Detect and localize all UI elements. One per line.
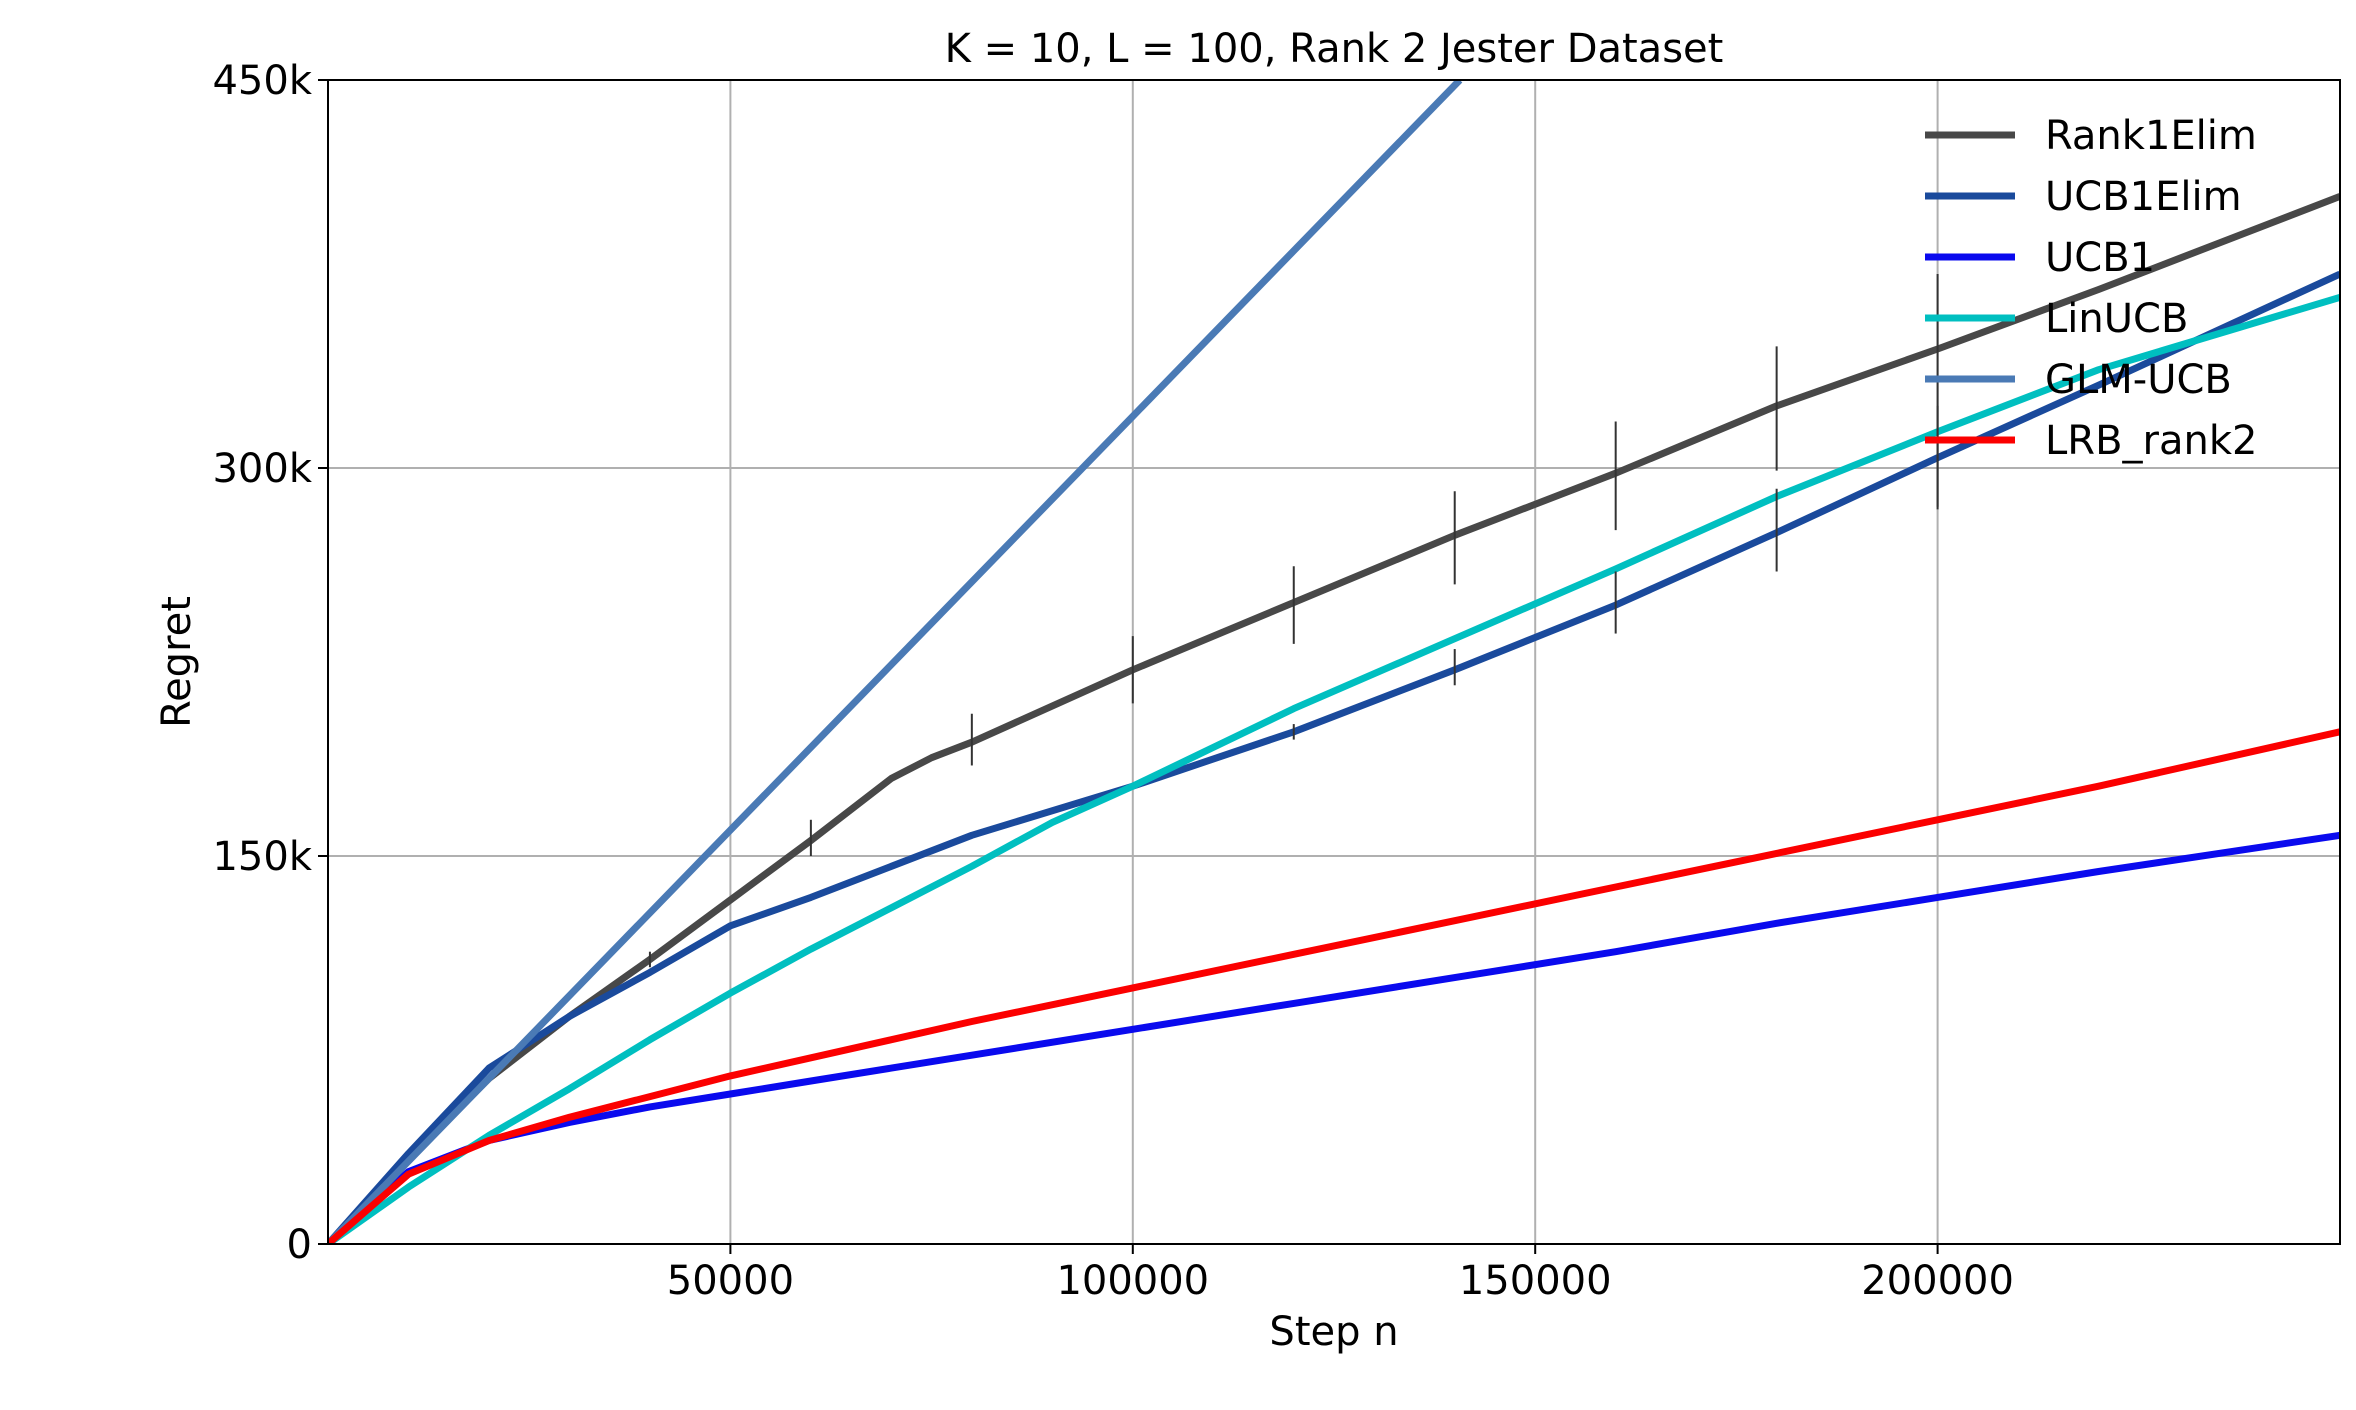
x-tick-label-0: 50000 <box>667 1258 794 1304</box>
x-tick-label-2: 150000 <box>1459 1258 1612 1304</box>
legend-label-1: UCB1Elim <box>2045 174 2242 220</box>
series-line-lrb-rank2 <box>328 728 2340 1244</box>
chart-title: K = 10, L = 100, Rank 2 Jester Dataset <box>945 26 1724 72</box>
legend-label-5: LRB_rank2 <box>2045 418 2257 464</box>
plot-frame <box>327 79 2341 1245</box>
series-line-ucb1elim <box>328 270 2340 1244</box>
axes: 50000 100000 150000 200000 0 150k 300k 450k <box>212 58 2013 1304</box>
y-tick-label-2: 300k <box>212 446 312 492</box>
y-tick-label-0: 0 <box>287 1222 312 1268</box>
y-axis-label: Regret <box>154 596 200 728</box>
x-axis-label: Step n <box>1269 1309 1398 1355</box>
legend-label-0: Rank1Elim <box>2045 113 2257 159</box>
legend-label-2: UCB1 <box>2045 235 2155 281</box>
series-line-rank1elim <box>328 193 2340 1244</box>
plot-area <box>328 80 2340 1244</box>
grid <box>328 80 2340 1244</box>
legend-label-4: GLM-UCB <box>2045 357 2232 403</box>
x-tick-label-1: 100000 <box>1056 1258 1209 1304</box>
legend-label-3: LinUCB <box>2045 296 2188 342</box>
x-tick-label-3: 200000 <box>1861 1258 2014 1304</box>
y-tick-label-3: 450k <box>212 58 312 104</box>
series-line-glm-ucb <box>328 80 1463 1244</box>
series-group <box>328 80 2340 1244</box>
legend: Rank1Elim UCB1Elim UCB1 LinUCB GLM-UCB LRB_ra… <box>1925 113 2257 464</box>
series-line-ucb1 <box>328 831 2340 1244</box>
y-tick-label-1: 150k <box>212 834 312 880</box>
